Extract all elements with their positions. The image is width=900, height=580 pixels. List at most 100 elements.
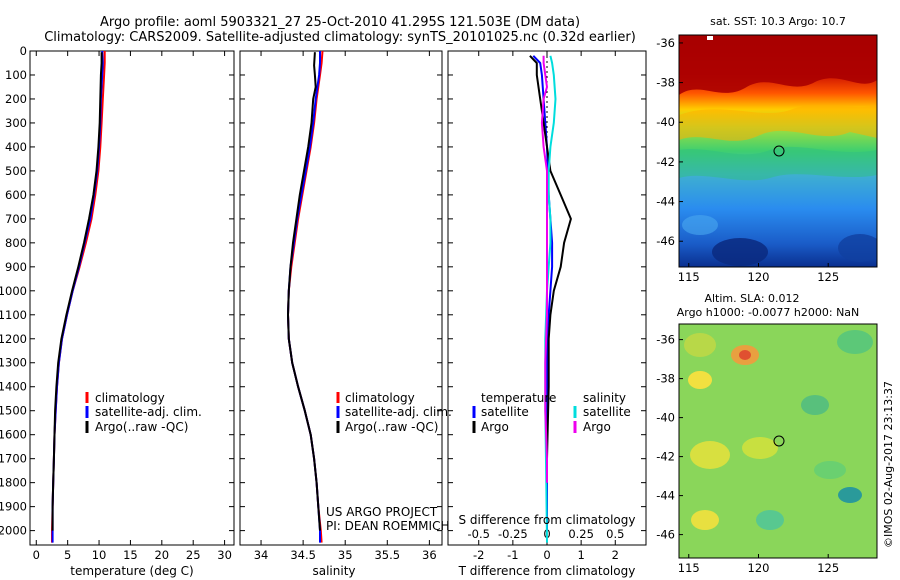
legend-label-s-argo: Argo (583, 420, 611, 434)
legend-label-satellite: satellite-adj. clim. (345, 405, 452, 419)
legend-label-satellite: satellite-adj. clim. (95, 405, 202, 419)
sla-field (679, 324, 877, 558)
x-tick-label: 5 (64, 548, 71, 562)
x-tick-label: 35.5 (374, 548, 400, 562)
legend-label-t-argo: Argo (481, 420, 509, 434)
depth-tick-label: 1800 (0, 476, 27, 490)
temperature-legend: climatology satellite-adj. clim. Argo(..… (85, 391, 202, 434)
depth-axis: 0 100 200 300 400 500 600 700 800 900 1000 1100 1200… (0, 44, 646, 538)
lon-tick-label: 115 (678, 270, 700, 284)
depth-tick-label: 1400 (0, 380, 27, 394)
figure-title-line1: Argo profile: aoml 5903321_27 25-Oct-201… (100, 15, 580, 30)
x-tick-label: 0 (33, 548, 40, 562)
sst-field (679, 35, 877, 267)
sla-map: Altim. SLA: 0.012 Argo h1000: -0.0077 h2… (656, 292, 878, 575)
sst-map-title: sat. SST: 10.3 Argo: 10.7 (710, 15, 846, 28)
depth-tick-label: 1200 (0, 332, 27, 346)
depth-tick-label: 1900 (0, 500, 27, 514)
depth-tick-label: 1000 (0, 284, 27, 298)
difference-panel: -2 -1 0 1 2-0.5 -0.25 0 0.25 0.5 temperature sal… (458, 51, 636, 578)
lat-tick-label: -42 (656, 450, 675, 464)
sla-map-axes: 115 120 125 -36 -38 -40 -42 -44 -46 (656, 333, 839, 575)
lat-tick-label: -44 (656, 489, 675, 503)
legend-label-climatology: climatology (345, 391, 415, 405)
salinity-xlabel: salinity (312, 564, 355, 578)
x-tick-label: -1 (507, 548, 518, 562)
pi-annotation: PI: DEAN ROEMMICH (326, 519, 449, 533)
x-tick-label: 34.5 (290, 548, 316, 562)
depth-tick-label: 2000 (0, 524, 27, 538)
depth-tick-label: 0 (20, 44, 27, 58)
s-tick-label: 0.5 (606, 527, 624, 541)
x-tick-label: 30 (217, 548, 232, 562)
difference-legend: temperature salinity satellite satellite… (472, 391, 631, 434)
x-tick-label: -2 (473, 548, 484, 562)
series-line-argo-raw-qc (287, 52, 321, 531)
sst-map: sat. SST: 10.3 Argo: 10.7 115 120 125 -36 -3… (656, 15, 878, 284)
s-tick-label: -0.5 (467, 527, 489, 541)
x-tick-label: 2 (612, 548, 619, 562)
x-tick-label: 36 (422, 548, 437, 562)
x-tick-label: 35 (338, 548, 353, 562)
series-line-t-argo (529, 55, 572, 459)
depth-tick-label: 1100 (0, 308, 27, 322)
lat-tick-label: -38 (656, 372, 675, 386)
lon-tick-label: 115 (678, 561, 700, 575)
series-line-climatology (51, 51, 106, 543)
x-tick-label: 15 (123, 548, 138, 562)
argo-location-marker (773, 145, 785, 157)
temperature-plot-area (29, 50, 235, 546)
argo-location-marker (773, 435, 785, 447)
legend-label-t-satellite: satellite (481, 405, 529, 419)
legend-label-s-satellite: satellite (583, 405, 631, 419)
depth-tick-label: 100 (5, 68, 27, 82)
depth-tick-label: 1300 (0, 356, 27, 370)
lat-tick-label: -46 (656, 528, 675, 542)
lon-tick-label: 125 (817, 270, 839, 284)
temperature-xlabel: temperature (deg C) (70, 564, 193, 578)
depth-tick-label: 600 (5, 188, 27, 202)
depth-tick-label: 900 (5, 260, 27, 274)
x-tick-label: 25 (186, 548, 201, 562)
x-tick-label: 20 (154, 548, 169, 562)
depth-tick-label: 800 (5, 236, 27, 250)
lat-tick-label: -46 (656, 234, 675, 248)
salinity-panel: 34 34.5 35 35.5 36 climatology satellite-adj… (254, 50, 452, 578)
sst-map-axes: 115 120 125 -36 -38 -40 -42 -44 -46 (656, 36, 839, 284)
depth-tick-label: 400 (5, 140, 27, 154)
legend-label-argo: Argo(..raw -QC) (345, 420, 438, 434)
s-tick-label: 0.25 (568, 527, 594, 541)
depth-tick-label: 1700 (0, 452, 27, 466)
s-tick-label: -0.25 (498, 527, 528, 541)
project-annotation: US ARGO PROJECT (326, 505, 438, 519)
lat-tick-label: -42 (656, 155, 675, 169)
depth-tick-label: 1500 (0, 404, 27, 418)
difference-xlabel: T difference from climatology (458, 564, 636, 578)
legend-title-salinity: salinity (583, 391, 626, 405)
lat-tick-label: -40 (656, 115, 675, 129)
lat-tick-label: -38 (656, 76, 675, 90)
x-tick-label: 0 (543, 548, 550, 562)
figure-title-line2: Climatology: CARS2009. Satellite-adjuste… (44, 30, 636, 45)
sla-map-title-line2: Argo h1000: -0.0077 h2000: NaN (677, 306, 860, 319)
lat-tick-label: -40 (656, 411, 675, 425)
series-line-climatology (287, 50, 324, 543)
series-line-satellite-adj-clim (51, 50, 104, 543)
lon-tick-label: 125 (817, 561, 839, 575)
series-line-argo-raw-qc (51, 52, 103, 531)
legend-label-climatology: climatology (95, 391, 165, 405)
x-tick-label: 1 (577, 548, 584, 562)
depth-tick-label: 300 (5, 116, 27, 130)
depth-tick-label: 1600 (0, 428, 27, 442)
x-tick-label: 10 (92, 548, 107, 562)
imos-credit: ©IMOS 02-Aug-2017 23:13:37 (882, 381, 895, 548)
series-line-s-argo (540, 55, 548, 483)
legend-label-argo: Argo(..raw -QC) (95, 420, 188, 434)
s-difference-label: S difference from climatology (459, 513, 636, 527)
x-tick-label: 34 (254, 548, 269, 562)
lat-tick-label: -44 (656, 195, 675, 209)
salinity-legend: climatology satellite-adj. clim. Argo(..… (336, 391, 452, 434)
lon-tick-label: 120 (748, 561, 770, 575)
sla-map-title-line1: Altim. SLA: 0.012 (704, 292, 799, 305)
